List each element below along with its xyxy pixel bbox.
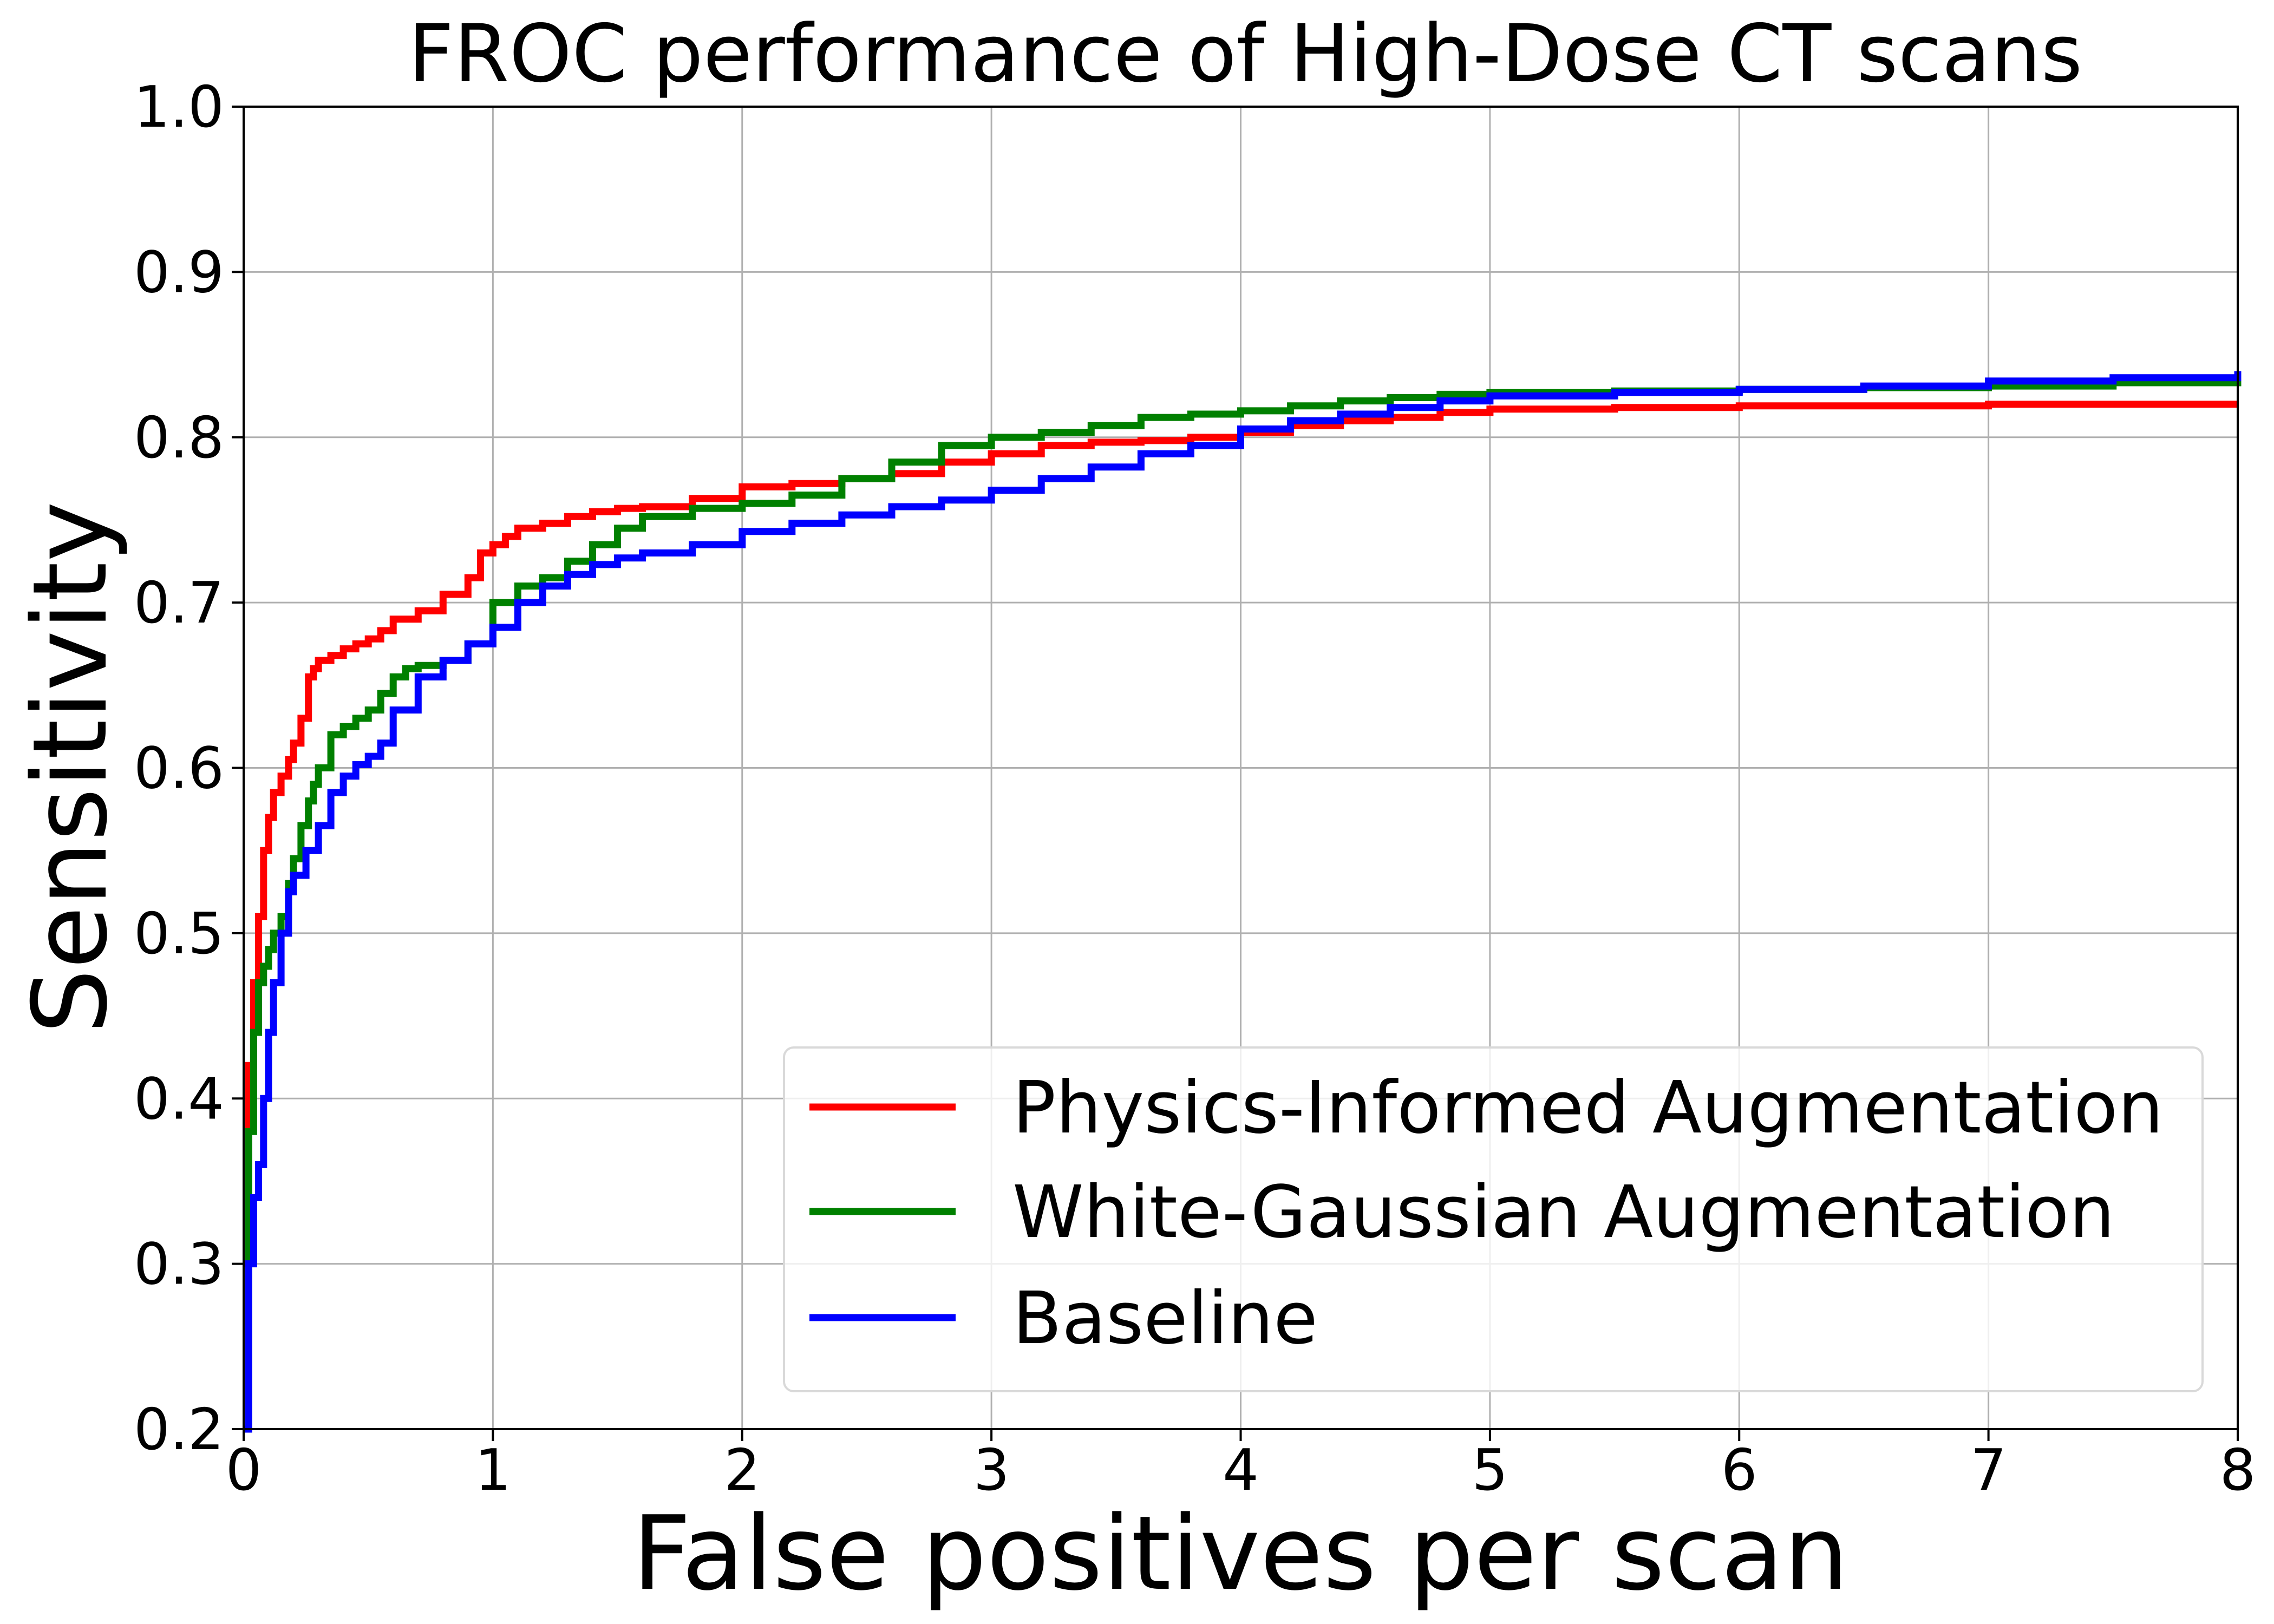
x-tick-label: 4 (1223, 1437, 1259, 1503)
y-tick-label: 0.8 (134, 405, 224, 471)
y-tick-label: 0.4 (134, 1066, 224, 1132)
x-tick-label: 6 (1721, 1437, 1757, 1503)
x-tick-label: 0 (226, 1437, 262, 1503)
x-axis-label: False positives per scan (632, 1494, 1848, 1613)
y-tick-label: 0.3 (134, 1232, 224, 1298)
plot-series (244, 371, 2242, 1433)
y-axis-label: Sensitivity (11, 501, 130, 1034)
x-tick-label: 5 (1472, 1437, 1508, 1503)
x-tick-label: 3 (973, 1437, 1010, 1503)
x-tick-label: 7 (1970, 1437, 2007, 1503)
chart-title: FROC performance of High-Dose CT scans (408, 8, 2083, 100)
x-axis-ticks: 0 1 2 3 4 5 6 7 8 (226, 1429, 2256, 1503)
y-axis-ticks: 0.2 0.3 0.4 0.5 0.6 0.7 0.8 0.9 1.0 (134, 74, 244, 1463)
legend-label-physics-informed-augmentation: Physics-Informed Augmentation (1012, 1066, 2164, 1150)
x-tick-label: 2 (724, 1437, 760, 1503)
y-tick-label: 0.9 (134, 239, 224, 305)
series-line-baseline (244, 371, 2242, 1433)
legend-box (783, 1046, 2204, 1392)
y-tick-label: 0.2 (134, 1397, 224, 1463)
legend: Physics-Informed Augmentation White-Gauss… (783, 1046, 2204, 1392)
y-tick-label: 0.6 (134, 736, 224, 802)
y-tick-label: 1.0 (134, 74, 224, 140)
legend-label-baseline: Baseline (1012, 1277, 1318, 1360)
y-tick-label: 0.5 (134, 901, 224, 967)
y-tick-label: 0.7 (134, 570, 224, 636)
legend-label-white-gaussian-augmentation: White-Gaussian Augmentation (1012, 1171, 2115, 1254)
x-tick-label: 8 (2220, 1437, 2256, 1503)
x-tick-label: 1 (475, 1437, 511, 1503)
